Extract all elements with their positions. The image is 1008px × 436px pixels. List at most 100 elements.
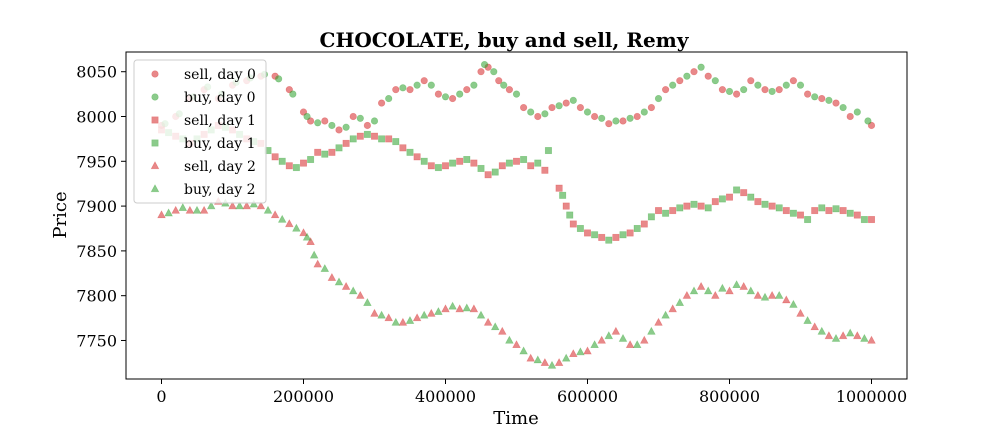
- legend-label: buy, day 1: [184, 136, 256, 152]
- data-point-square-d62728-2-32: [598, 233, 606, 241]
- data-point-square-2ca02c-3-11: [321, 150, 329, 158]
- data-point-circle-d62728-0-27: [519, 103, 528, 112]
- data-point-circle-2ca02c-1-45: [782, 81, 790, 89]
- data-point-triangle-d62728-4-28: [540, 358, 550, 366]
- y-tick-label: 7850: [76, 242, 117, 261]
- data-point-circle-2ca02c-1-18: [413, 81, 421, 89]
- y-axis-label: Price: [50, 191, 71, 238]
- data-point-square-d62728-2-33: [612, 233, 620, 241]
- data-point-circle-2ca02c-1-26: [512, 90, 521, 98]
- data-point-triangle-d62728-4-48: [824, 331, 834, 340]
- x-tick-label: 800000: [699, 387, 760, 406]
- data-point-square-2ca02c-3-43: [761, 200, 769, 208]
- data-point-circle-2ca02c-1-19: [427, 81, 435, 89]
- data-point-square-d62728-2-9: [285, 162, 293, 170]
- data-point-circle-2ca02c-1-37: [669, 81, 677, 89]
- data-point-square-2ca02c-3-23: [491, 168, 499, 176]
- legend-marker-1: [151, 93, 159, 101]
- data-point-square-2ca02c-3-39: [704, 204, 712, 212]
- data-point-square-d62728-2-44: [768, 202, 776, 210]
- data-point-circle-d62728-0-11: [307, 117, 315, 125]
- data-point-circle-d62728-0-35: [633, 112, 641, 121]
- data-point-square-d62728-2-21: [456, 157, 464, 165]
- data-point-triangle-2ca02c-5-10: [302, 232, 312, 241]
- data-point-circle-2ca02c-1-24: [490, 68, 498, 76]
- data-point-circle-d62728-0-25: [495, 77, 503, 85]
- data-point-triangle-d62728-4-22: [455, 304, 465, 313]
- data-point-circle-d62728-0-33: [605, 120, 613, 128]
- data-point-triangle-d62728-4-32: [597, 335, 607, 344]
- data-point-triangle-d62728-4-21: [441, 304, 450, 313]
- data-point-circle-d62728-0-19: [420, 77, 428, 85]
- data-point-circle-2ca02c-1-21: [456, 90, 464, 98]
- data-point-square-d62728-2-49: [839, 207, 847, 215]
- legend: sell, day 0 buy, day 0 sell, day 1 buy, day…: [133, 59, 267, 204]
- data-point-square-2ca02c-3-14: [363, 130, 371, 138]
- data-point-triangle-d62728-4-25: [497, 326, 507, 335]
- data-point-square-2ca02c-3-24: [505, 159, 513, 167]
- data-point-circle-2ca02c-1-46: [796, 81, 805, 89]
- data-point-triangle-d62728-4-24: [483, 317, 493, 326]
- data-point-triangle-d62728-4-18: [398, 317, 408, 326]
- data-point-triangle-2ca02c-5-44: [774, 290, 784, 299]
- data-point-triangle-2ca02c-5-49: [845, 328, 855, 337]
- data-point-circle-2ca02c-1-49: [839, 103, 847, 112]
- data-point-square-2ca02c-3-15: [378, 135, 386, 143]
- data-point-circle-d62728-0-51: [867, 121, 876, 130]
- plot-frame: [125, 51, 908, 380]
- data-point-circle-d62728-0-21: [449, 94, 457, 103]
- data-point-triangle-d62728-4-15: [355, 290, 365, 299]
- data-point-triangle-2ca02c-5-3: [206, 201, 216, 210]
- data-point-square-d62728-2-31: [583, 229, 591, 237]
- legend-marker-5: [150, 184, 160, 193]
- data-point-triangle-2ca02c-5-2: [192, 205, 202, 214]
- data-point-square-d62728-2-30: [569, 220, 577, 228]
- data-point-triangle-d62728-4-10: [299, 228, 308, 237]
- data-point-triangle-2ca02c-5-0: [164, 208, 173, 217]
- data-point-triangle-d62728-4-39: [696, 281, 706, 290]
- data-point-circle-2ca02c-1-20: [441, 93, 450, 101]
- y-tick-label: 7950: [76, 152, 117, 171]
- data-point-circle-2ca02c-1-31: [583, 108, 592, 116]
- data-point-square-d62728-2-25: [512, 157, 520, 165]
- x-axis: 0 200000 400000 600000 800000 1000000: [156, 379, 907, 406]
- data-point-square-d62728-2-36: [654, 207, 662, 215]
- data-point-circle-2ca02c-1-41: [725, 87, 734, 96]
- data-point-square-d62728-2-39: [697, 202, 705, 210]
- data-point-square-d62728-2-46: [796, 211, 804, 219]
- data-point-circle-d62728-0-43: [747, 77, 755, 85]
- data-point-square-2ca02c-3-49: [846, 209, 854, 217]
- data-point-square-2ca02c-3-30: [576, 224, 584, 232]
- data-point-triangle-d62728-4-37: [668, 304, 678, 313]
- data-point-triangle-d62728-4-19: [412, 313, 422, 322]
- data-point-triangle-d62728-4-17: [384, 313, 394, 322]
- data-point-square-d62728-2-12: [328, 148, 336, 156]
- data-point-circle-2ca02c-1-8: [275, 75, 283, 83]
- data-point-triangle-2ca02c-5-29: [561, 353, 571, 362]
- data-point-circle-2ca02c-1-40: [711, 77, 719, 85]
- data-point-circle-2ca02c-1-12: [328, 121, 336, 130]
- data-point-circle-d62728-0-37: [661, 86, 670, 94]
- data-point-square-d62728-2-48: [825, 207, 833, 215]
- data-point-circle-2ca02c-1-47: [811, 93, 819, 101]
- data-point-square-2ca02c-3-17: [406, 148, 414, 156]
- data-point-square-d62728-2-17: [399, 144, 407, 152]
- legend-label: sell, day 2: [184, 159, 256, 175]
- data-point-triangle-d62728-4-3: [199, 205, 209, 214]
- data-point-square-2ca02c-3-10: [307, 156, 315, 164]
- data-point-triangle-d62728-4-49: [838, 331, 848, 340]
- data-point-triangle-2ca02c-5-47: [817, 326, 827, 335]
- data-point-square-2ca02c-3-8: [278, 157, 286, 165]
- data-point-triangle-2ca02c-5-37: [675, 298, 685, 306]
- data-point-circle-d62728-0-39: [690, 68, 698, 76]
- data-point-circle-d62728-0-47: [803, 90, 812, 98]
- data-point-square-d62728-2-41: [725, 193, 733, 201]
- data-point-square-2ca02c-3-20: [449, 159, 457, 167]
- data-point-square-d62728-2-16: [385, 135, 393, 143]
- data-point-circle-d62728-0-50: [846, 112, 854, 121]
- data-point-square-d62728-2-42: [740, 189, 748, 197]
- data-point-square-d62728-2-8: [271, 153, 279, 161]
- data-point-circle-2ca02c-1-11: [314, 119, 322, 127]
